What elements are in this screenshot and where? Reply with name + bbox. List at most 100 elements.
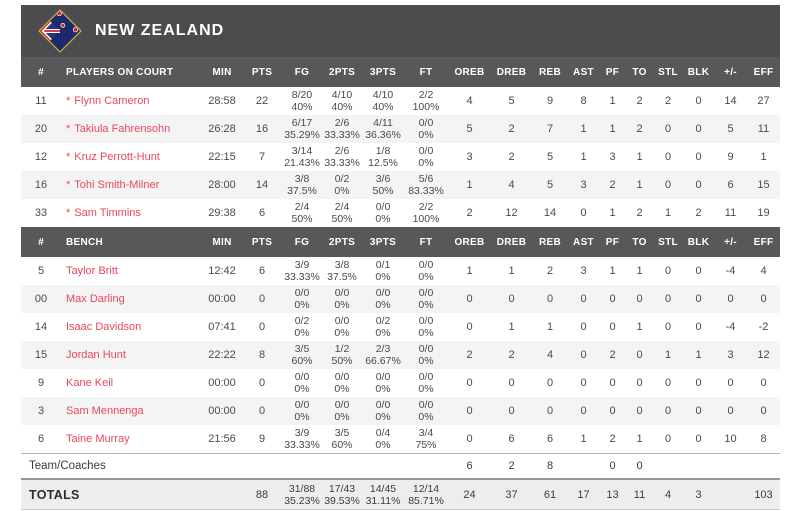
cell-p2: 3/8 37.5% xyxy=(322,257,362,285)
cell-fg: 8/20 40% xyxy=(282,87,322,115)
cell-pf: 1 xyxy=(609,123,616,135)
percentage: 66.67% xyxy=(365,355,401,367)
cell-p3: 0/0 0% xyxy=(362,397,404,425)
cell-to: 0 xyxy=(636,377,643,389)
percentage: 0% xyxy=(418,271,434,283)
made-attempted: 0/0 xyxy=(375,287,391,299)
cell-p3: 0/4 0% xyxy=(362,425,404,454)
percentage: 0% xyxy=(334,327,350,339)
cell-oreb: 1 xyxy=(466,265,473,277)
cell-eff: 11 xyxy=(757,123,770,135)
made-attempted: 2/2 xyxy=(418,89,434,101)
cell-oreb: 0 xyxy=(466,377,473,389)
made-attempted: 0/0 xyxy=(294,287,310,299)
percentage: 85.71% xyxy=(408,494,444,507)
cell-num: 6 xyxy=(37,433,45,445)
percentage: 60% xyxy=(291,355,313,367)
column-header-ast: AST xyxy=(568,57,599,87)
percentage: 33.33% xyxy=(284,271,320,283)
player-name-link[interactable]: Tohi Smith-Milner xyxy=(74,179,160,191)
made-attempted: 0/0 xyxy=(418,343,434,355)
player-name-link[interactable]: Sam Mennenga xyxy=(66,405,144,417)
made-attempted: 0/0 xyxy=(294,371,310,383)
cell-ft: 0/0 0% xyxy=(404,397,448,425)
cell-ast: 0 xyxy=(580,207,587,219)
cell-blk: 0 xyxy=(695,95,702,107)
cell-pf: 0 xyxy=(609,293,616,305)
cell-pm xyxy=(714,478,747,510)
cell-reb: 61 xyxy=(532,478,568,510)
cell-pts: 8 xyxy=(258,349,266,361)
cell-p3: 4/10 40% xyxy=(362,87,404,115)
cell-pf: 0 xyxy=(609,405,616,417)
cell-name: Taine Murray xyxy=(61,425,202,454)
team-name: NEW ZEALAND xyxy=(95,22,225,39)
cell-to: 1 xyxy=(636,433,643,445)
cell-p2: 4/10 40% xyxy=(322,87,362,115)
percentage: 0% xyxy=(418,157,434,169)
cell-fg: 31/88 35.23% xyxy=(282,478,322,510)
made-attempted: 12/14 xyxy=(412,482,440,495)
cell-stl: 2 xyxy=(664,95,672,107)
made-attempted: 3/6 xyxy=(375,173,391,185)
column-header-p2: 2PTS xyxy=(322,57,362,87)
player-name-link[interactable]: Takiula Fahrensohn xyxy=(74,123,171,135)
cell-ast: 1 xyxy=(580,123,587,135)
cell-ft: 2/2 100% xyxy=(404,199,448,227)
cell-ft: 2/2 100% xyxy=(404,87,448,115)
player-name-link[interactable]: Taine Murray xyxy=(66,433,130,445)
cell-dreb: 2 xyxy=(491,453,532,479)
cell-ast: 8 xyxy=(580,95,587,107)
player-name-link[interactable]: Isaac Davidson xyxy=(66,321,142,333)
cell-to: 0 xyxy=(636,293,643,305)
percentage: 40% xyxy=(331,101,353,113)
column-header-blk: BLK xyxy=(683,57,714,87)
player-name-link[interactable]: Kane Keil xyxy=(66,377,114,389)
cell-dreb: 6 xyxy=(508,433,515,445)
made-attempted: 0/0 xyxy=(418,259,434,271)
player-name-link[interactable]: Max Darling xyxy=(66,293,125,305)
made-attempted: 0/0 xyxy=(334,315,350,327)
box-score-panel: NEW ZEALAND # PLAYERS ON COURT MIN PTS FG 2PT… xyxy=(21,5,780,510)
cell-p2: 2/6 33.33% xyxy=(322,115,362,143)
cell-reb: 5 xyxy=(546,179,554,191)
column-header-fg: FG xyxy=(282,227,322,257)
cell-fg: 3/9 33.33% xyxy=(282,257,322,285)
cell-num: 14 xyxy=(34,321,48,333)
cell-name: * Flynn Cameron xyxy=(61,87,202,115)
cell-ft: 0/0 0% xyxy=(404,143,448,171)
cell-ft: 0/0 0% xyxy=(404,285,448,313)
column-header-p3: 3PTS xyxy=(362,227,404,257)
cell-num: 15 xyxy=(34,349,48,361)
player-name-link[interactable]: Sam Timmins xyxy=(74,207,141,219)
cell-reb: 2 xyxy=(546,265,554,277)
column-header-oreb: OREB xyxy=(448,57,491,87)
player-name-link[interactable]: Flynn Cameron xyxy=(74,95,150,107)
cell-oreb: 0 xyxy=(466,321,473,333)
cell-reb: 1 xyxy=(546,321,554,333)
cell-to: 1 xyxy=(636,179,643,191)
made-attempted: 31/88 xyxy=(288,482,316,495)
cell-p3: 2/3 66.67% xyxy=(362,341,404,369)
cell-stl: 1 xyxy=(664,349,672,361)
column-header-p3: 3PTS xyxy=(362,57,404,87)
cell-pts: 16 xyxy=(255,123,269,135)
cell-pf: 0 xyxy=(609,377,616,389)
cell-stl: 0 xyxy=(664,151,672,163)
percentage: 0% xyxy=(294,411,310,423)
column-header-ft: FT xyxy=(404,57,448,87)
cell-num: 9 xyxy=(37,377,45,389)
percentage: 0% xyxy=(375,213,391,225)
cell-pm: 0 xyxy=(727,293,734,305)
column-header-to: TO xyxy=(626,227,653,257)
cell-min xyxy=(202,478,242,510)
cell-blk: 0 xyxy=(695,433,702,445)
cell-ft: 0/0 0% xyxy=(404,313,448,341)
player-name-link[interactable]: Kruz Perrott-Hunt xyxy=(74,151,160,163)
cell-p2: 1/2 50% xyxy=(322,341,362,369)
cell-fg: 6/17 35.29% xyxy=(282,115,322,143)
cell-pm: 14 xyxy=(724,95,737,107)
player-name-link[interactable]: Taylor Britt xyxy=(66,265,118,277)
player-name-link[interactable]: Jordan Hunt xyxy=(66,349,126,361)
cell-oreb: 2 xyxy=(466,207,473,219)
